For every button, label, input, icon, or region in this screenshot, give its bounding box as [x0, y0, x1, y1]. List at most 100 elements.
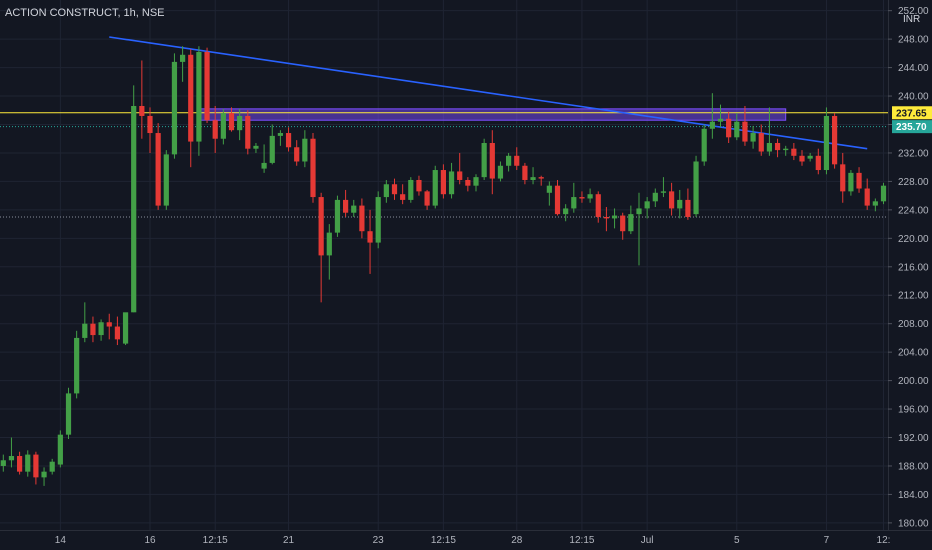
candle [391, 178, 398, 200]
candle-body [506, 155, 512, 166]
price-tick-label: 184.00 [898, 490, 929, 501]
candle-body [481, 142, 487, 178]
time-tick-label: 23 [373, 535, 385, 546]
candle-body [155, 133, 161, 206]
last-price-label-text: 235.70 [896, 122, 927, 133]
candle-body [677, 199, 683, 209]
candle [701, 124, 707, 166]
candle [506, 152, 512, 172]
candle [277, 130, 283, 146]
candle [522, 162, 528, 185]
candle [33, 451, 39, 485]
candle [644, 197, 650, 219]
candle [628, 205, 634, 235]
symbol-title: ACTION CONSTRUCT, 1h, NSE [5, 7, 165, 19]
candle-body [440, 170, 446, 195]
candle [880, 182, 887, 205]
candle-body [636, 208, 642, 215]
candle [106, 313, 112, 340]
resistance-price-label-text: 237.65 [896, 108, 927, 119]
candle [473, 174, 479, 192]
candle [383, 179, 389, 203]
candle-body [25, 454, 31, 472]
candle [237, 108, 243, 141]
candle [497, 161, 504, 182]
resistance-price-label-bg [892, 106, 932, 120]
candle-body [383, 184, 389, 198]
candle [685, 188, 691, 220]
candle [147, 107, 153, 153]
candle [709, 93, 715, 139]
candle-body [579, 197, 585, 199]
candle [823, 107, 830, 175]
candle-body [285, 133, 292, 148]
candle [465, 177, 471, 192]
candle [326, 224, 332, 280]
candle-body [8, 456, 15, 461]
candle-body [448, 171, 455, 195]
candle [489, 130, 495, 195]
candle-body [269, 135, 275, 163]
candle-body [799, 155, 805, 162]
candle-body [245, 115, 251, 149]
candle [448, 162, 455, 199]
candle [367, 209, 373, 274]
candle-body [726, 118, 732, 138]
price-tick-label: 216.00 [898, 262, 929, 273]
zone-rect [198, 108, 787, 121]
candle-body [514, 155, 520, 166]
candle [840, 152, 846, 203]
candle-body [530, 177, 536, 180]
time-axis-bg [0, 530, 932, 550]
candle [693, 155, 699, 217]
candle [269, 124, 275, 165]
price-axis[interactable]: 180.00 184.00 188.00 192.00 196.00 200.00 204.… [888, 0, 932, 550]
candle [359, 198, 365, 239]
candle [318, 192, 324, 303]
candle-body [261, 162, 267, 169]
candle [0, 454, 6, 472]
candle [620, 212, 626, 240]
price-tick-label: 244.00 [898, 63, 929, 74]
candle [791, 142, 797, 161]
candle [774, 138, 781, 158]
candle [25, 450, 31, 477]
candle-body [489, 142, 495, 179]
candle-body [856, 172, 862, 189]
candle [734, 113, 740, 141]
candle [579, 191, 585, 203]
time-axis[interactable]: 14 16 12:15 21 23 12:15 28 12:15 Jul 5 7 12: [0, 530, 932, 550]
candle [815, 148, 821, 175]
candle-body [147, 115, 153, 134]
candle-body [864, 188, 870, 206]
candle [90, 316, 96, 343]
candle [196, 46, 202, 156]
candle-body [33, 454, 39, 478]
time-tick-label: 12:15 [431, 535, 456, 546]
price-tick-label: 200.00 [898, 376, 929, 387]
last-price-label: 235.70 [892, 120, 932, 134]
candle-body [595, 194, 601, 217]
candle [400, 184, 406, 205]
candle-body [774, 142, 781, 151]
candle-body [465, 179, 471, 186]
candle-body [163, 154, 169, 206]
candle-body [351, 205, 357, 213]
candle [587, 188, 593, 203]
candle-body [318, 197, 324, 256]
candle [220, 108, 226, 145]
candle-body [554, 185, 561, 215]
time-tick-label: 5 [734, 535, 740, 546]
candle [334, 195, 341, 237]
candle [122, 312, 129, 346]
candle-body [644, 201, 650, 209]
candle-body [41, 471, 47, 478]
trendline [109, 36, 868, 150]
candle [408, 177, 414, 203]
candle [546, 181, 552, 206]
candle [538, 175, 544, 186]
candle [351, 199, 357, 217]
candle [783, 145, 789, 156]
candle [530, 167, 536, 185]
